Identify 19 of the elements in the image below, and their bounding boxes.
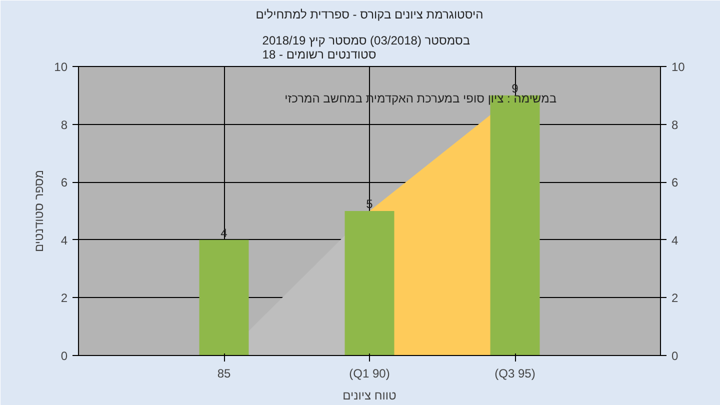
y-tick-label: 2 <box>60 291 68 306</box>
x-tick-label: (Q1 90) <box>349 366 390 380</box>
y2-tick-label: 10 <box>672 60 686 74</box>
y-tick-label: 0 <box>60 349 68 363</box>
y2-tick-label: 8 <box>672 118 678 132</box>
y-tick-label: 10 <box>54 60 68 74</box>
y-tick-label: 6 <box>60 176 68 190</box>
y-tick-label: 8 <box>60 118 68 132</box>
chart-title: היסטוגרמת ציונים בקורס - ספרדית למתחילים <box>256 8 484 22</box>
y-tick-label: 4 <box>60 233 68 248</box>
x-axis-title: טווח ציונים <box>342 388 397 402</box>
x-tick-label: 85 <box>217 366 231 380</box>
y2-tick-label: 2 <box>672 291 678 306</box>
y2-tick-label: 6 <box>672 176 678 190</box>
y2-tick-label: 4 <box>672 233 678 248</box>
x-tick-label: (Q3 95) <box>494 366 536 380</box>
chart-subtitle: בסמסטר (03/2018) סמסטר קיץ 2018/19 סטודנטים רשומים - 18 <box>262 34 470 62</box>
y2-tick-label: 0 <box>672 349 678 363</box>
y-axis-title: מספר סטודנטים <box>32 170 46 252</box>
